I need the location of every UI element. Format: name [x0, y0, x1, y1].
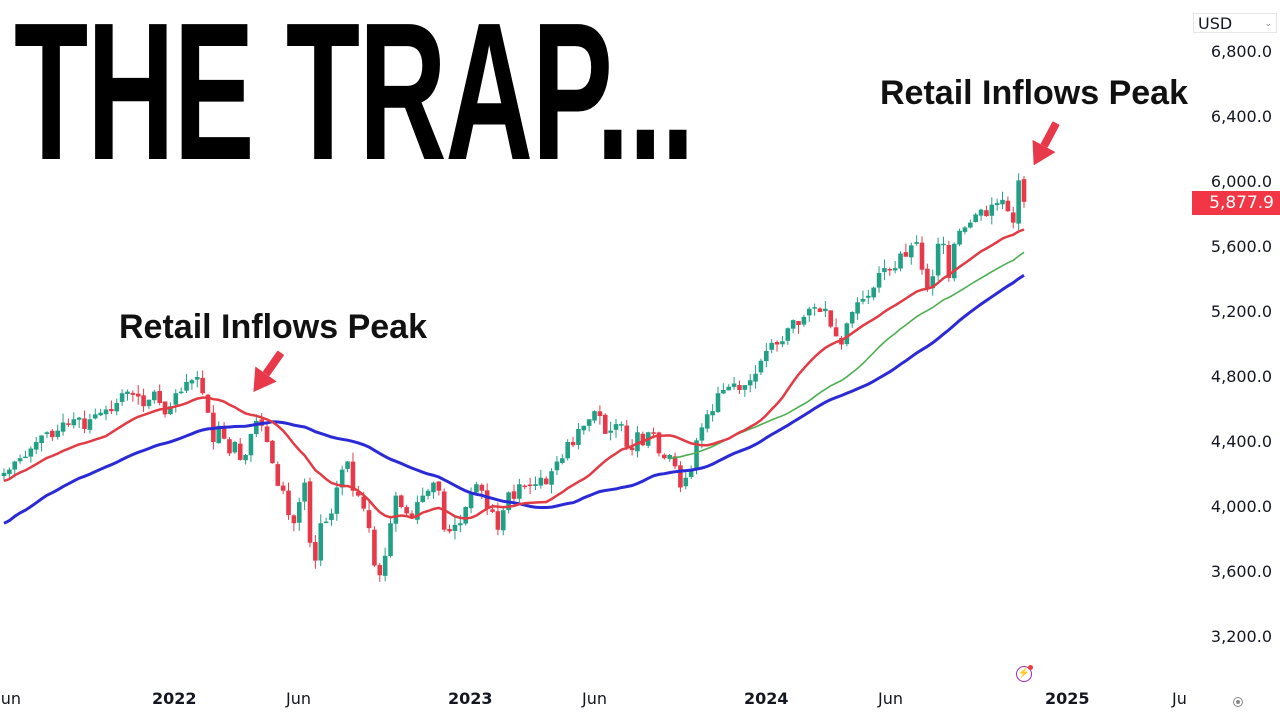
time-tick: 2023: [448, 689, 493, 708]
time-tick: 2025: [1045, 689, 1090, 708]
price-tick: 3,200.0: [1210, 627, 1272, 646]
lightning-icon[interactable]: ⚡: [1016, 665, 1033, 682]
time-tick: Jun: [878, 689, 903, 708]
time-tick: Jun: [286, 689, 311, 708]
time-tick: Jun: [582, 689, 607, 708]
time-tick: Jun: [0, 689, 21, 708]
chevron-down-icon: ⌄: [1264, 19, 1272, 29]
price-tick: 4,800.0: [1210, 367, 1272, 386]
price-tick: 4,400.0: [1210, 432, 1272, 451]
annotation-arrows: [253, 121, 1060, 393]
price-tick: 6,800.0: [1210, 42, 1272, 61]
moving-average-green: [669, 251, 1025, 460]
time-tick: 2024: [744, 689, 789, 708]
price-tick: 6,400.0: [1210, 107, 1272, 126]
moving-average-red: [3, 228, 1025, 520]
arrow-icon: [1032, 121, 1060, 166]
candles: [1, 173, 1027, 582]
time-tick: Ju: [1172, 689, 1187, 708]
price-tick: 3,600.0: [1210, 562, 1272, 581]
last-price-badge: 5,877.9: [1192, 191, 1280, 215]
notification-dot: [1028, 665, 1033, 670]
page-title: THE TRAP...: [14, 0, 695, 201]
price-tick: 4,000.0: [1210, 497, 1272, 516]
price-tick: 6,000.0: [1210, 172, 1272, 191]
price-tick: 5,600.0: [1210, 237, 1272, 256]
moving-average-blue: [3, 273, 1025, 525]
annotation-retail-inflows-peak-2024: Retail Inflows Peak: [880, 74, 1188, 112]
annotation-retail-inflows-peak-2022: Retail Inflows Peak: [119, 308, 427, 346]
currency-selector[interactable]: USD ⌄: [1193, 13, 1277, 33]
time-tick: 2022: [152, 689, 197, 708]
currency-label: USD: [1198, 14, 1233, 33]
price-tick: 5,200.0: [1210, 302, 1272, 321]
settings-icon[interactable]: [1233, 697, 1243, 707]
arrow-icon: [253, 350, 284, 393]
